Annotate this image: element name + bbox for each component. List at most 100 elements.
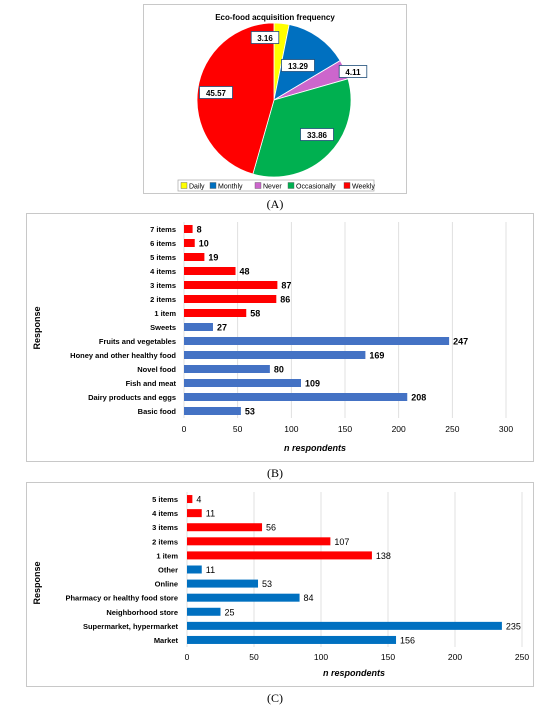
bar-b <box>184 393 408 401</box>
category-label-c: 5 items <box>152 495 178 504</box>
pie-chart-panel: Eco-food acquisition frequency 3.16 13.29… <box>143 4 407 194</box>
pie-legend-box <box>177 179 375 192</box>
value-label-b: 169 <box>369 351 384 361</box>
category-label-b: 5 items <box>150 253 176 262</box>
pie-value-label-never: 4.11 <box>338 65 368 78</box>
pie-slice-weekly <box>196 22 275 175</box>
x-axis-label-b: n respondents <box>284 443 346 453</box>
value-label-c: 84 <box>304 593 314 603</box>
x-tick-label-c: 250 <box>515 652 529 662</box>
value-label-b: 58 <box>250 309 260 319</box>
value-label-b: 10 <box>199 239 209 249</box>
x-tick-label-c: 150 <box>381 652 395 662</box>
value-label-c: 138 <box>376 551 391 561</box>
x-tick-label-b: 100 <box>284 424 298 434</box>
value-label-c: 11 <box>206 509 215 519</box>
category-label-c: Pharmacy or healthy food store <box>65 594 178 603</box>
x-tick-label-b: 250 <box>445 424 459 434</box>
bar-b <box>184 295 277 303</box>
value-label-b: 80 <box>274 365 284 375</box>
bar-b <box>184 379 301 387</box>
value-label-b: 247 <box>453 337 468 347</box>
legend-label-weekly: Weekly <box>352 184 375 191</box>
bar-c <box>187 509 202 518</box>
y-axis-label-c: Response <box>32 561 42 604</box>
pie-value-text-weekly: 45.57 <box>206 89 227 98</box>
bar-b <box>184 281 278 289</box>
caption-b: (B) <box>267 466 283 480</box>
category-label-b: 4 items <box>150 267 176 276</box>
category-label-c: Market <box>154 636 179 645</box>
bar-chart-c-panel: 5 items 4 items 3 items 2 items 1 item Other O… <box>26 482 534 687</box>
bar-b <box>184 365 270 373</box>
bar-c <box>187 537 331 546</box>
x-tick-label-b: 0 <box>182 424 187 434</box>
bar-c <box>187 621 502 630</box>
value-label-b: 19 <box>208 253 218 263</box>
value-label-c: 156 <box>400 635 415 645</box>
pie-value-text-never: 4.11 <box>345 68 361 77</box>
pie-chart: Eco-food acquisition frequency 3.16 13.29… <box>177 13 375 192</box>
bar-b <box>184 323 213 331</box>
pie-value-label-weekly: 45.57 <box>199 86 233 99</box>
value-label-b: 86 <box>280 295 290 305</box>
category-label-c: Supermarket, hypermarket <box>83 622 179 631</box>
legend-swatch-weekly <box>343 182 351 189</box>
pie-slice-occasionally <box>252 78 352 178</box>
bar-chart-b: 7 items 6 items 5 items 4 items 3 items 2 ite… <box>32 222 513 453</box>
value-label-c: 53 <box>262 579 272 589</box>
pie-value-label-daily: 3.16 <box>250 31 280 44</box>
category-label-c: 1 item <box>156 551 178 560</box>
x-tick-label-b: 300 <box>499 424 513 434</box>
category-label-c: Other <box>158 566 178 575</box>
caption-c: (C) <box>267 691 283 705</box>
category-label-b: Fish and meat <box>126 379 177 388</box>
legend-swatch-daily <box>180 182 188 189</box>
category-label-b: 1 item <box>154 309 176 318</box>
bar-b <box>184 267 236 275</box>
x-tick-label-c: 0 <box>185 652 190 662</box>
category-label-b: Sweets <box>150 323 176 332</box>
x-tick-label-c: 50 <box>249 652 259 662</box>
category-label-b: 6 items <box>150 239 176 248</box>
x-tick-label-b: 200 <box>392 424 406 434</box>
bar-b <box>184 253 205 261</box>
legend-label-never: Never <box>263 184 282 191</box>
legend-swatch-occasionally <box>287 182 295 189</box>
category-label-b: Fruits and vegetables <box>99 337 176 346</box>
x-tick-label-c: 100 <box>314 652 328 662</box>
bar-c <box>187 607 221 616</box>
value-label-b: 8 <box>197 225 202 235</box>
value-label-c: 25 <box>225 607 235 617</box>
bar-chart-b-panel: 7 items 6 items 5 items 4 items 3 items 2 ite… <box>26 213 534 462</box>
value-label-c: 107 <box>334 537 349 547</box>
legend-label-daily: Daily <box>189 184 205 191</box>
legend-swatch-monthly <box>209 182 217 189</box>
value-label-b: 53 <box>245 407 255 417</box>
category-label-c: 4 items <box>152 509 178 518</box>
category-label-b: Dairy products and eggs <box>88 393 176 402</box>
category-label-c: 2 items <box>152 537 178 546</box>
bar-c <box>187 551 372 560</box>
bar-b <box>184 407 241 415</box>
pie-value-label-occasionally: 33.86 <box>300 128 334 141</box>
legend-label-monthly: Monthly <box>218 184 243 191</box>
bar-b <box>184 351 366 359</box>
category-label-c: Neighborhood store <box>106 608 178 617</box>
value-label-c: 56 <box>266 523 276 533</box>
category-label-b: Honey and other healthy food <box>70 351 176 360</box>
bar-c <box>187 579 259 588</box>
value-label-b: 208 <box>411 393 426 403</box>
value-label-b: 109 <box>305 379 320 389</box>
value-label-b: 27 <box>217 323 227 333</box>
category-label-b: 2 items <box>150 295 176 304</box>
caption-a: (A) <box>266 197 284 211</box>
bar-b <box>184 239 195 247</box>
category-label-b: 7 items <box>150 225 176 234</box>
bar-c <box>187 593 300 602</box>
bar-c <box>187 495 193 504</box>
category-label-b: Novel food <box>137 365 176 374</box>
pie-chart-title: Eco-food acquisition frequency <box>215 13 335 22</box>
bar-c <box>187 635 397 644</box>
x-tick-label-b: 50 <box>233 424 243 434</box>
